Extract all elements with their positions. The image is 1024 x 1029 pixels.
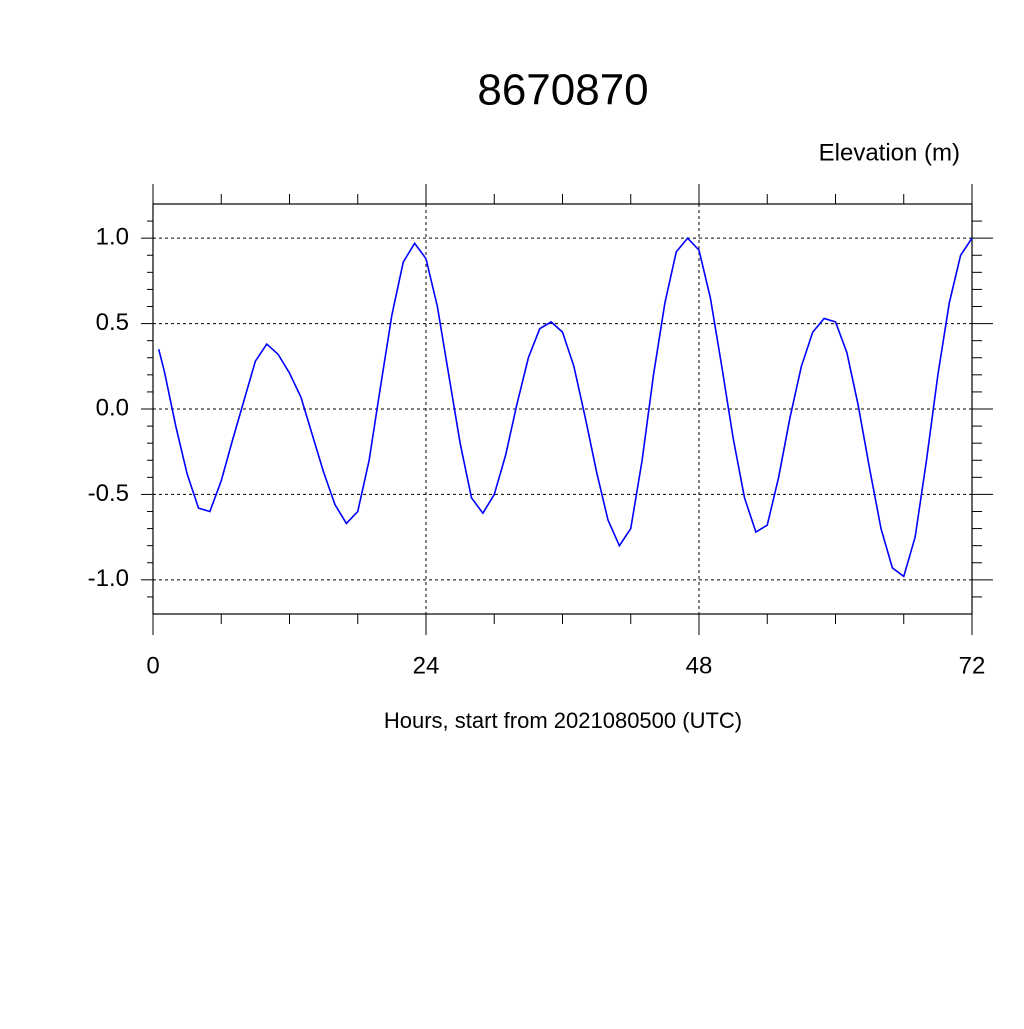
x-tick-label: 0 [146,652,159,679]
y-tick-label: 0.0 [96,394,129,421]
x-tick-label: 72 [959,652,986,679]
plot-frame [152,203,973,615]
chart-title: 8670870 [477,66,648,115]
x-axis-title: Hours, start from 2021080500 (UTC) [384,708,742,733]
y-tick-label: -0.5 [88,480,129,507]
x-tick-label: 48 [686,652,713,679]
y-tick-label: 1.0 [96,224,129,251]
x-tick-label: 24 [413,652,440,679]
y-tick-label: -1.0 [88,565,129,592]
y-tick-label: 0.5 [96,309,129,336]
y-axis-title: Elevation (m) [819,139,960,166]
data-line [157,236,973,578]
